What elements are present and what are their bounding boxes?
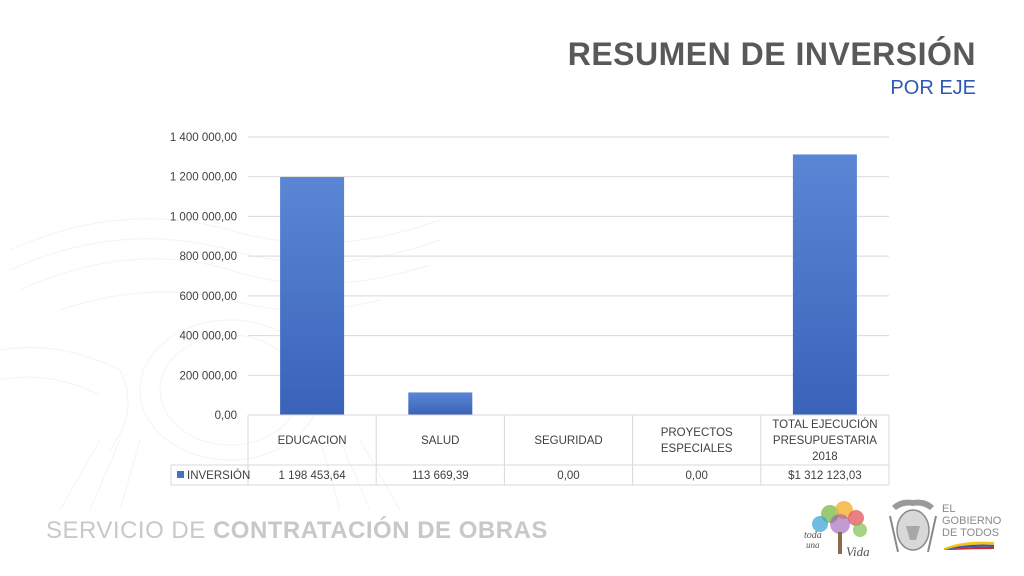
y-tick-label: 400 000,00 [179,331,237,343]
gobierno-line-1: EL [942,503,956,515]
toda-una-vida-logo: toda una Vida [804,501,870,559]
y-tick-label: 200 000,00 [179,370,237,382]
data-value-label: 0,00 [686,470,708,482]
organization-prefix: SERVICIO DE [46,517,206,544]
tree-canopy-icon [812,501,867,554]
gobierno-line-2: GOBIERNO [942,515,1002,527]
logo-word-2: una [806,540,820,550]
y-tick-label: 600 000,00 [179,291,237,303]
category-label: TOTAL EJECUCIÓN [772,418,877,431]
category-label: ESPECIALES [661,443,733,455]
slide-subtitle: POR EJE [890,77,976,99]
category-label: PROYECTOS [661,427,733,439]
gobierno-logo-text: EL GOBIERNO DE TODOS [942,503,1001,539]
category-label: PRESUPUESTARIA [773,435,877,447]
logo-word-3: Vida [846,544,870,559]
legend-series-name: INVERSIÓN [187,469,250,482]
category-label: 2018 [812,451,838,463]
category-label: SALUD [421,435,459,447]
y-tick-label: 1 400 000,00 [170,132,237,144]
y-tick-label: 1 000 000,00 [170,211,237,223]
data-value-label: $1 312 123,03 [788,470,862,482]
data-value-label: 113 669,39 [412,470,469,482]
coat-of-arms-icon [889,499,937,553]
data-value-label: 1 198 453,64 [279,470,347,482]
slide-title: RESUMEN DE INVERSIÓN [567,36,976,72]
bar [792,154,857,415]
flag-stripe-icon [944,541,994,550]
y-tick-label: 0,00 [215,410,237,422]
y-tick-label: 800 000,00 [179,251,237,263]
category-label: SEGURIDAD [534,435,602,447]
y-tick-label: 1 200 000,00 [170,172,237,184]
organization-name-bold: CONTRATACIÓN DE OBRAS [212,517,548,544]
bar [408,392,473,415]
gobierno-line-3: DE TODOS [942,527,1000,539]
logo-word-1: toda [804,530,822,541]
data-value-label: 0,00 [557,470,579,482]
bar [280,177,345,415]
legend-swatch [177,471,184,478]
organization-name: SERVICIO DE CONTRATACIÓN DE OBRAS [46,517,548,545]
category-label: EDUCACION [278,435,347,447]
